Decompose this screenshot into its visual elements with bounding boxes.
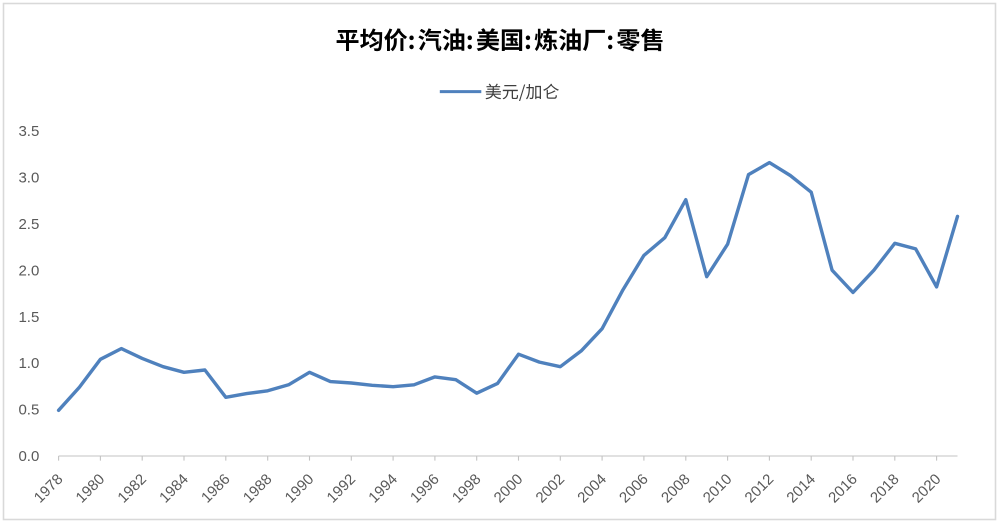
svg-text:2.5: 2.5: [18, 216, 39, 233]
svg-text:3.5: 3.5: [18, 123, 39, 140]
svg-text:1.0: 1.0: [18, 355, 39, 372]
svg-text:2.0: 2.0: [18, 262, 39, 279]
svg-text:0.0: 0.0: [18, 448, 39, 465]
svg-text:0.5: 0.5: [18, 402, 39, 419]
svg-text:3.0: 3.0: [18, 170, 39, 187]
svg-text:1.5: 1.5: [18, 309, 39, 326]
